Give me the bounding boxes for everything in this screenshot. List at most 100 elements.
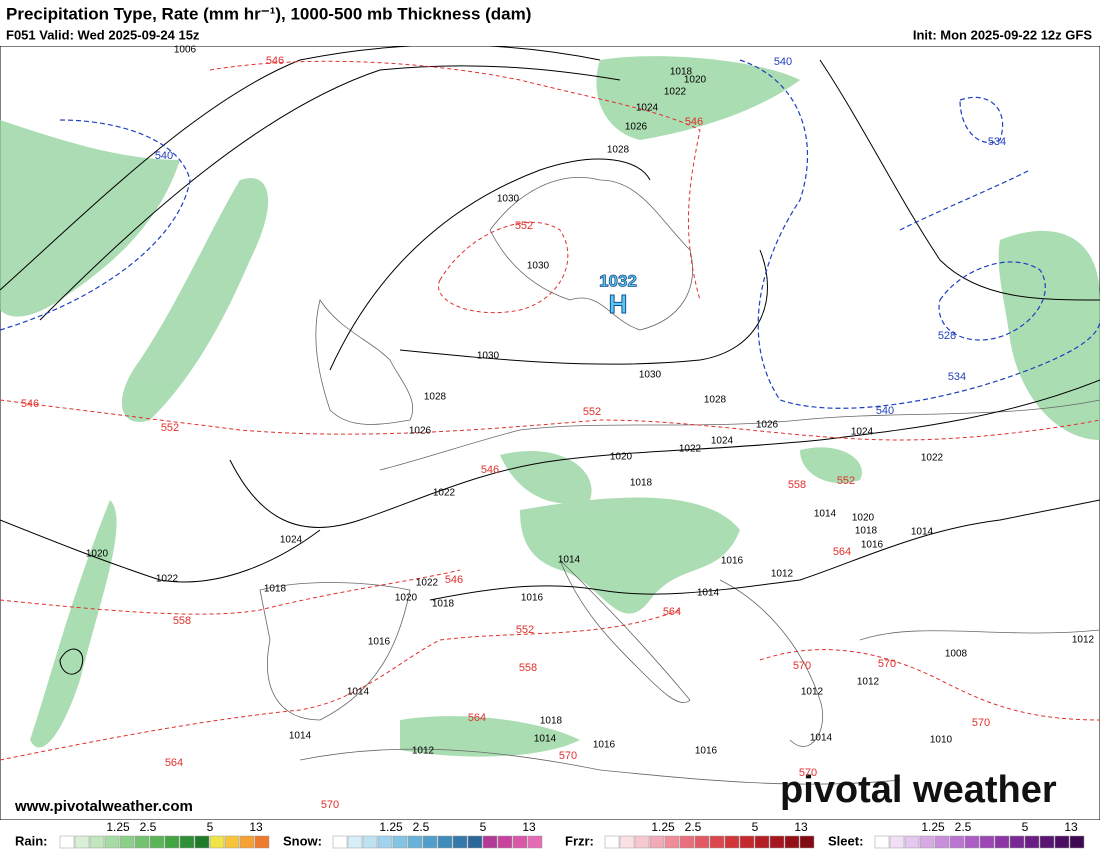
legend-tick: 13 — [522, 820, 536, 834]
contour-label: 558 — [519, 662, 537, 674]
contour-label: 1022 — [679, 444, 702, 455]
legend-tick: 5 — [1022, 820, 1029, 834]
contour-label: 1024 — [851, 427, 874, 438]
thickness-lines — [0, 60, 1100, 761]
contour-label: 564 — [165, 757, 183, 769]
thickness-cold-lines — [0, 59, 1100, 409]
contour-label: 1024 — [280, 535, 303, 546]
legend-swatch — [1054, 835, 1070, 849]
legend-swatch — [179, 835, 195, 849]
legend-tick: 5 — [480, 820, 487, 834]
legend-name: Snow: — [283, 833, 322, 848]
legend-swatch — [1069, 835, 1085, 849]
legend-swatch — [437, 835, 453, 849]
contour-label: 1012 — [857, 677, 880, 688]
legend-swatch — [619, 835, 635, 849]
contour-label: 1010 — [930, 735, 953, 746]
contour-label: 1026 — [756, 420, 779, 431]
contour-label: 1030 — [477, 351, 500, 362]
contour-label: 1012 — [801, 687, 824, 698]
legend-swatch — [799, 835, 815, 849]
contour-label: 1018 — [432, 599, 455, 610]
contour-label: 552 — [516, 624, 534, 636]
legend-tick: 2.5 — [140, 820, 157, 834]
legend-swatch — [224, 835, 240, 849]
legend-tick: 13 — [1064, 820, 1078, 834]
contour-label: 1022 — [921, 453, 944, 464]
contour-label: 1028 — [704, 395, 727, 406]
contour-label: 570 — [559, 750, 577, 762]
legend-swatch — [362, 835, 378, 849]
legend-swatch — [889, 835, 905, 849]
legend-swatch — [347, 835, 363, 849]
contour-label: 564 — [468, 712, 486, 724]
contour-label: 1012 — [412, 746, 435, 757]
legend-swatch — [1009, 835, 1025, 849]
legend-swatch — [754, 835, 770, 849]
contour-label: 1022 — [156, 574, 179, 585]
legend-swatch — [467, 835, 483, 849]
init-time: Init: Mon 2025-09-22 12z GFS — [913, 27, 1092, 42]
contour-label: 552 — [161, 422, 179, 434]
legend-swatch — [209, 835, 225, 849]
contour-label: 1014 — [697, 588, 720, 599]
contour-label: 564 — [663, 606, 681, 618]
contour-label: 540 — [774, 56, 792, 68]
legend-swatch — [634, 835, 650, 849]
contour-label: 570 — [972, 717, 990, 729]
legend-tick: 2.5 — [413, 820, 430, 834]
contour-label: 1008 — [945, 649, 968, 660]
contour-label: 534 — [948, 371, 966, 383]
contour-label: 1018 — [540, 716, 563, 727]
contour-label: 570 — [321, 799, 339, 811]
contour-label: 1016 — [521, 593, 544, 604]
legend-swatch — [452, 835, 468, 849]
legend-swatch — [497, 835, 513, 849]
legend-swatch — [949, 835, 965, 849]
title: Precipitation Type, Rate (mm hr⁻¹), 1000… — [6, 4, 531, 23]
contour-label: 1012 — [1072, 635, 1095, 646]
contour-label: 1014 — [814, 509, 837, 520]
contour-label: 558 — [788, 479, 806, 491]
contour-label: 528 — [938, 330, 956, 342]
legend-swatch — [332, 835, 348, 849]
legend-swatch — [1039, 835, 1055, 849]
legend-swatch — [239, 835, 255, 849]
isobars — [0, 44, 1100, 675]
contour-label: 1026 — [409, 426, 432, 437]
contour-label: 1018 — [855, 526, 878, 537]
contour-label: 546 — [481, 464, 499, 476]
legend-tick: 1.25 — [379, 820, 403, 834]
contour-label: 1018 — [630, 478, 653, 489]
contour-label: 546 — [266, 55, 284, 67]
legend-swatch — [104, 835, 120, 849]
legend-swatch — [164, 835, 180, 849]
valid-time: F051 Valid: Wed 2025-09-24 15z — [6, 27, 200, 42]
legend-swatch — [254, 835, 270, 849]
legend-tick: 1.25 — [921, 820, 945, 834]
watermark: www.pivotalweather.com — [14, 798, 193, 815]
legend-swatch — [74, 835, 90, 849]
legend-swatch — [679, 835, 695, 849]
contour-label: 558 — [173, 615, 191, 627]
legend-swatch — [649, 835, 665, 849]
contour-label: 1028 — [424, 392, 447, 403]
contour-label: 1020 — [684, 75, 707, 86]
contour-label: 1020 — [610, 452, 633, 463]
contour-label: 1016 — [721, 556, 744, 567]
contour-label: 540 — [876, 405, 894, 417]
contour-label: 1012 — [771, 569, 794, 580]
contour-label: 1022 — [416, 578, 439, 589]
legend-swatch — [739, 835, 755, 849]
contour-label: 552 — [837, 475, 855, 487]
contour-label: 1014 — [347, 687, 370, 698]
contour-label: 552 — [515, 220, 533, 232]
contour-label: 1026 — [625, 122, 648, 133]
contour-label: 1014 — [810, 733, 833, 744]
contour-label: 1030 — [527, 261, 550, 272]
contour-label: 1014 — [289, 731, 312, 742]
legend-tick: 1.25 — [651, 820, 675, 834]
legend-swatch — [377, 835, 393, 849]
contour-label: 1016 — [695, 746, 718, 757]
